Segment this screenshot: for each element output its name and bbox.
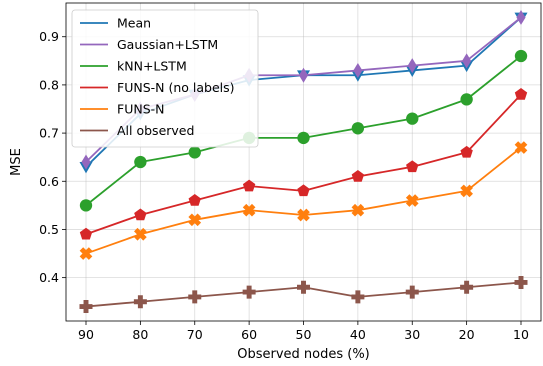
data-point	[79, 199, 93, 212]
y-tick-label: 0.4	[39, 270, 59, 285]
x-axis: 90 80 70 60 50 40 30 20 10	[78, 321, 529, 342]
x-tick-label: 90	[78, 327, 94, 342]
x-tick-label: 20	[459, 327, 475, 342]
data-point	[514, 275, 528, 289]
data-point	[242, 285, 256, 299]
data-point	[297, 208, 310, 222]
data-point	[79, 300, 93, 314]
data-point	[188, 213, 202, 227]
legend-box	[71, 9, 259, 148]
data-point	[351, 290, 365, 304]
data-point	[351, 169, 365, 182]
data-point	[460, 280, 474, 294]
legend-label: All observed	[117, 123, 194, 138]
data-point	[405, 285, 419, 299]
data-point	[514, 88, 528, 100]
series-3	[79, 88, 528, 240]
data-point	[353, 62, 363, 78]
y-tick-label: 0.6	[39, 174, 59, 189]
series-4	[79, 141, 528, 260]
legend-label: Mean	[117, 16, 151, 31]
x-tick-label: 40	[350, 327, 366, 342]
data-point	[351, 122, 365, 135]
legend-label: kNN+LSTM	[117, 59, 187, 74]
data-point	[188, 290, 202, 304]
data-point	[298, 67, 309, 83]
y-axis: 0.4 0.5 0.6 0.7 0.8 0.9	[39, 29, 66, 285]
legend: Mean Gaussian+LSTM kNN+LSTM FUNS-N (no labe…	[71, 9, 259, 148]
data-point	[462, 53, 472, 69]
data-point	[297, 184, 310, 197]
data-point	[297, 131, 310, 145]
data-point	[133, 295, 147, 309]
legend-label: Gaussian+LSTM	[117, 37, 218, 52]
data-point	[514, 141, 528, 154]
data-point	[351, 203, 365, 217]
data-point	[79, 227, 93, 240]
data-point	[134, 155, 147, 169]
data-point	[460, 93, 473, 106]
x-tick-label: 30	[404, 327, 420, 342]
data-point	[79, 247, 93, 260]
x-tick-label: 80	[132, 327, 148, 342]
data-point	[134, 227, 147, 241]
y-tick-label: 0.7	[39, 126, 59, 141]
x-tick-label: 50	[296, 327, 312, 342]
data-point	[188, 146, 201, 159]
data-point	[460, 145, 473, 158]
data-point	[297, 280, 310, 294]
x-axis-label: Observed nodes (%)	[237, 347, 370, 362]
data-point	[81, 154, 91, 170]
y-tick-label: 0.5	[39, 222, 59, 237]
data-point	[460, 184, 473, 198]
legend-label: FUNS-N (no labels)	[117, 80, 235, 95]
y-tick-label: 0.9	[39, 29, 59, 44]
data-point	[242, 203, 256, 217]
data-point	[514, 49, 528, 63]
data-point	[516, 9, 526, 25]
x-tick-label: 70	[187, 327, 203, 342]
y-axis-label: MSE	[9, 148, 24, 176]
data-point	[406, 112, 419, 125]
legend-label: FUNS-N	[117, 102, 165, 117]
data-point	[407, 58, 417, 74]
y-tick-label: 0.8	[39, 77, 59, 92]
data-point	[406, 160, 419, 173]
data-point	[188, 194, 201, 206]
data-point	[134, 208, 147, 221]
data-point	[242, 179, 256, 192]
series-layer	[79, 9, 528, 314]
series-5	[79, 275, 528, 314]
x-tick-label: 10	[513, 327, 529, 342]
x-tick-label: 60	[241, 327, 257, 342]
data-point	[405, 194, 419, 207]
